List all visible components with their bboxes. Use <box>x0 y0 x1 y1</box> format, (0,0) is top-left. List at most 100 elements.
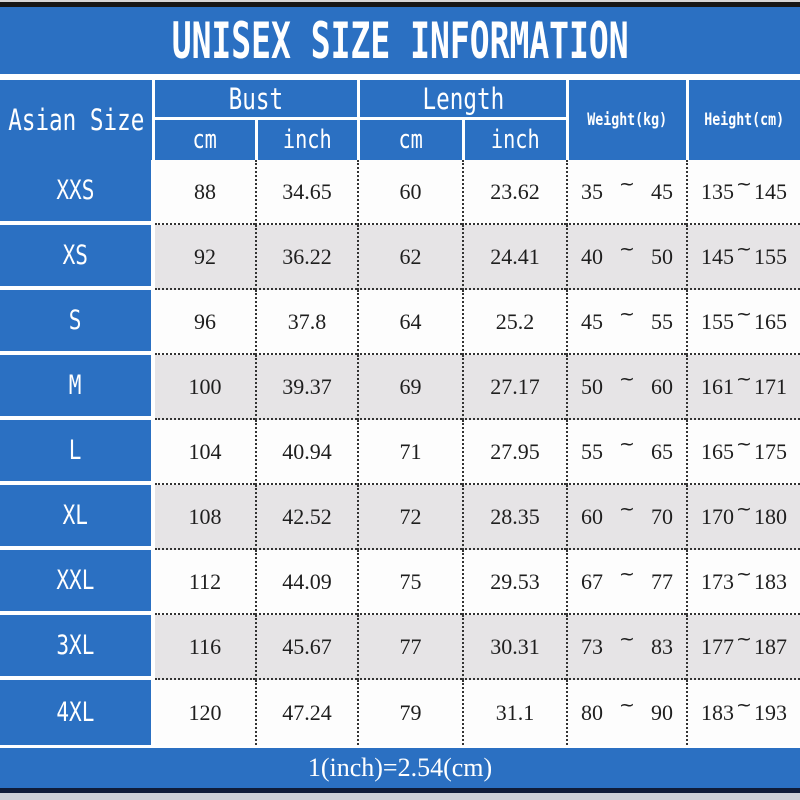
height-min: 170 <box>701 503 734 529</box>
bust-inch-cell: 42.52 <box>255 485 357 550</box>
height-min: 145 <box>701 243 734 269</box>
bust-cm-cell: 104 <box>155 420 255 485</box>
weight-min: 73 <box>581 633 603 659</box>
weight-max: 90 <box>650 699 673 725</box>
table-row: XS 92 36.22 62 24.41 40 ~50 145 ~155 <box>0 225 800 290</box>
tilde-glyph: ~ <box>736 693 752 716</box>
column-group-bust: Bust <box>155 80 357 120</box>
tilde-glyph: ~ <box>619 562 635 585</box>
length-cm-label: cm <box>398 125 424 155</box>
size-label-cell: L <box>0 420 155 485</box>
tilde-glyph: ~ <box>619 693 635 716</box>
page-title: UNISEX SIZE INFORMATION <box>171 11 629 70</box>
bust-inch-cell: 37.8 <box>255 290 357 355</box>
size-label-cell: XXL <box>0 550 155 615</box>
size-label-cell: XL <box>0 485 155 550</box>
length-inch-cell: 28.35 <box>462 485 566 550</box>
column-group-length: Length <box>357 80 566 120</box>
weight-max: 55 <box>650 308 673 334</box>
column-header-weight: Weight(kg) <box>566 80 686 160</box>
weight-min: 55 <box>581 438 603 464</box>
weight-max: 77 <box>650 568 673 594</box>
length-label: Length <box>422 81 504 116</box>
height-range-cell: 165 ~175 <box>686 420 800 485</box>
size-label: XS <box>62 240 89 271</box>
height-range-cell: 183 ~193 <box>686 680 800 745</box>
top-light-edge <box>0 0 800 2</box>
weight-min: 67 <box>581 568 603 594</box>
size-label-cell: XXS <box>0 160 155 225</box>
height-max: 155 <box>753 243 787 269</box>
table-row: XXL 112 44.09 75 29.53 67 ~77 173 ~183 <box>0 550 800 615</box>
table-row: XL 108 42.52 72 28.35 60 ~70 170 ~180 <box>0 485 800 550</box>
weight-min: 40 <box>581 243 603 269</box>
bottom-light-strip <box>0 793 800 800</box>
footer-bar: 1(inch)=2.54(cm) <box>0 748 800 788</box>
tilde-glyph: ~ <box>619 497 635 520</box>
length-inch-cell: 23.62 <box>462 160 566 225</box>
height-max: 145 <box>753 178 787 204</box>
table-row: L 104 40.94 71 27.95 55 ~65 165 ~175 <box>0 420 800 485</box>
bust-inch-cell: 34.65 <box>255 160 357 225</box>
length-cm-cell: 62 <box>357 225 462 290</box>
length-cm-cell: 79 <box>357 680 462 745</box>
bust-cm-cell: 120 <box>155 680 255 745</box>
length-cm-cell: 64 <box>357 290 462 355</box>
table-header: Asian Size Bust Length cm inch cm inch W… <box>0 80 800 160</box>
weight-min: 45 <box>581 308 603 334</box>
size-label: 3XL <box>56 630 95 661</box>
table-row: M 100 39.37 69 27.17 50 ~60 161 ~171 <box>0 355 800 420</box>
tilde-glyph: ~ <box>736 497 752 520</box>
weight-range-cell: 45 ~55 <box>566 290 686 355</box>
weight-min: 35 <box>581 178 603 204</box>
top-black-strip <box>0 2 800 7</box>
length-cm-cell: 69 <box>357 355 462 420</box>
bust-label: Bust <box>228 81 284 116</box>
weight-range-cell: 80 ~90 <box>566 680 686 745</box>
size-label: S <box>69 305 82 336</box>
length-inch-label: inch <box>491 125 540 155</box>
bust-cm-cell: 112 <box>155 550 255 615</box>
tilde-glyph: ~ <box>736 627 752 650</box>
length-inch-cell: 25.2 <box>462 290 566 355</box>
title-divider <box>0 74 800 80</box>
length-cm-cell: 77 <box>357 615 462 680</box>
height-max: 187 <box>753 633 787 659</box>
height-min: 135 <box>701 178 734 204</box>
size-label-cell: M <box>0 355 155 420</box>
column-header-bust-inch: inch <box>255 120 357 160</box>
height-min: 165 <box>701 438 734 464</box>
height-label: Height(cm) <box>704 110 785 130</box>
length-inch-cell: 27.17 <box>462 355 566 420</box>
table-row: XXS 88 34.65 60 23.62 35 ~45 135 ~145 <box>0 160 800 225</box>
table-body: XXS 88 34.65 60 23.62 35 ~45 135 ~145 XS 92 36.22 62… <box>0 160 800 745</box>
bust-inch-cell: 44.09 <box>255 550 357 615</box>
bust-cm-cell: 88 <box>155 160 255 225</box>
tilde-glyph: ~ <box>736 302 752 325</box>
size-label-cell: 3XL <box>0 615 155 680</box>
tilde-glyph: ~ <box>736 172 752 195</box>
tilde-glyph: ~ <box>619 237 635 260</box>
bust-inch-cell: 39.37 <box>255 355 357 420</box>
weight-range-cell: 73 ~83 <box>566 615 686 680</box>
title-bar: UNISEX SIZE INFORMATION <box>0 7 800 74</box>
bust-cm-cell: 100 <box>155 355 255 420</box>
length-inch-cell: 29.53 <box>462 550 566 615</box>
height-max: 193 <box>753 699 787 725</box>
height-min: 161 <box>701 373 734 399</box>
tilde-glyph: ~ <box>736 237 752 260</box>
weight-range-cell: 35 ~45 <box>566 160 686 225</box>
tilde-glyph: ~ <box>736 562 752 585</box>
weight-range-cell: 67 ~77 <box>566 550 686 615</box>
tilde-glyph: ~ <box>619 172 635 195</box>
bust-cm-label: cm <box>192 125 218 155</box>
height-range-cell: 135 ~145 <box>686 160 800 225</box>
weight-min: 80 <box>581 699 603 725</box>
length-inch-cell: 27.95 <box>462 420 566 485</box>
height-min: 177 <box>701 633 734 659</box>
weight-max: 60 <box>650 373 673 399</box>
weight-range-cell: 60 ~70 <box>566 485 686 550</box>
column-header-length-inch: inch <box>462 120 566 160</box>
footer-divider <box>0 745 800 748</box>
height-max: 175 <box>753 438 787 464</box>
